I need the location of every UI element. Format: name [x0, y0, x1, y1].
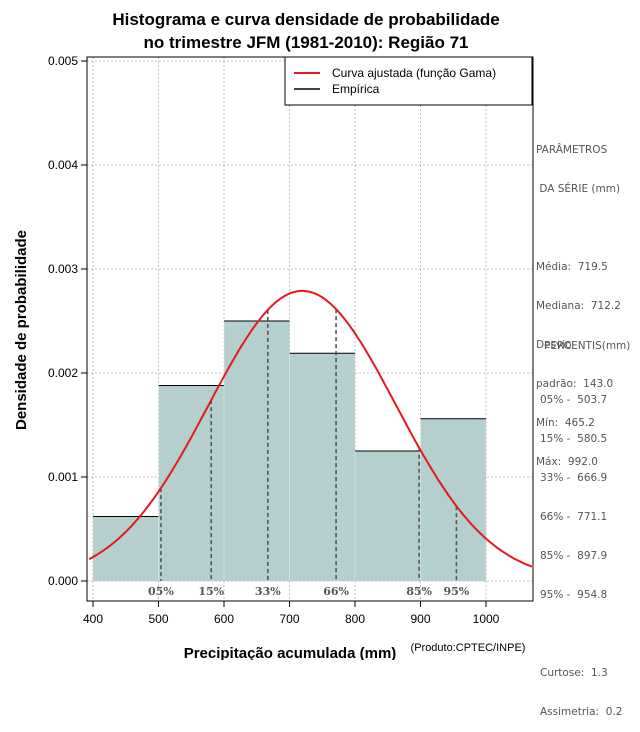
percentil-85: 85% - 897.9 — [540, 550, 608, 562]
y-tick-label: 0.002 — [48, 366, 78, 380]
params-title-line-2: DA SÉRIE (mm) — [536, 183, 621, 195]
param-sd-line-1: Desvio — [536, 339, 572, 351]
credit-text: (Produto:CPTEC/INPE) — [411, 642, 526, 654]
percentis-title: PERCENTIS(mm) — [544, 340, 631, 352]
params-title-line-1: PARÂMETROS — [536, 144, 608, 156]
y-tick-label: 0.003 — [48, 262, 78, 276]
percentil-33: 33% - 666.9 — [540, 472, 608, 484]
param-mean: Média: 719.5 — [536, 261, 608, 273]
x-tick-label: 400 — [83, 612, 103, 626]
histogram-bar — [289, 353, 355, 581]
stat-kurtosis: Curtose: 1.3 — [540, 667, 608, 679]
chart-title-line-1: Histograma e curva densidade de probabil… — [112, 10, 499, 29]
percentile-lines: 05% 15% 33% 66% 85% 95% — [148, 309, 470, 598]
y-axis-label: Densidade de probabilidade — [13, 230, 30, 430]
histogram-bar — [93, 516, 159, 581]
x-tick-label: 600 — [214, 612, 234, 626]
histogram-bar — [158, 385, 224, 581]
histogram-bar — [355, 451, 421, 581]
percentile-label: 66% — [323, 585, 349, 598]
legend-curve-label: Curva ajustada (função Gama) — [332, 66, 496, 80]
histogram-bars — [93, 320, 486, 581]
legend-empirical-label: Empírica — [332, 82, 380, 96]
histogram-bar — [224, 321, 290, 581]
param-median: Mediana: 712.2 — [536, 300, 621, 312]
percentil-66: 66% - 771.1 — [540, 511, 608, 523]
percentil-05: 05% - 503.7 — [540, 394, 608, 406]
fitted-gamma-curve — [88, 289, 533, 568]
chart-title-line-2: no trimestre JFM (1981-2010): Região 71 — [143, 33, 468, 52]
percentil-15: 15% - 580.5 — [540, 433, 608, 445]
y-tick-label: 0.001 — [48, 470, 78, 484]
param-max: Máx: 992.0 — [536, 456, 598, 468]
histogram-chart: Histograma e curva densidade de probabil… — [13, 10, 534, 660]
legend: Curva ajustada (função Gama) Empírica — [284, 56, 533, 106]
y-tick-label: 0.004 — [48, 158, 78, 172]
x-tick-label: 1000 — [473, 612, 500, 626]
percentile-label: 05% — [148, 585, 174, 598]
y-tick-label: 0.005 — [48, 54, 78, 68]
percentil-95: 95% - 954.8 — [540, 589, 608, 601]
legend-box — [284, 56, 533, 106]
percentile-label: 85% — [406, 585, 432, 598]
param-sd-line-2: padrão: 143.0 — [536, 378, 614, 390]
x-tick-label: 700 — [279, 612, 299, 626]
x-tick-label: 900 — [410, 612, 430, 626]
histogram-bar — [420, 418, 486, 581]
x-tick-label: 800 — [345, 612, 365, 626]
param-min: Mín: 465.2 — [536, 417, 595, 429]
axes: 400 500 600 700 800 900 1000 0.000 0.001 0.002 0.0… — [48, 54, 500, 626]
percentile-label: 95% — [444, 585, 470, 598]
series-parameters-panel: PARÂMETROS DA SÉRIE (mm) Média: 719.5 Me… — [536, 118, 621, 482]
percentis-panel: 05% - 503.7 15% - 580.5 33% - 666.9 66% … — [540, 368, 622, 732]
x-tick-label: 500 — [148, 612, 168, 626]
fitted-curve-layer — [88, 289, 533, 568]
stat-skewness: Assimetria: 0.2 — [540, 706, 623, 718]
percentile-label: 15% — [198, 585, 224, 598]
x-axis-label: Precipitação acumulada (mm) — [184, 645, 397, 660]
percentile-label: 33% — [255, 585, 281, 598]
y-tick-label: 0.000 — [48, 574, 78, 588]
